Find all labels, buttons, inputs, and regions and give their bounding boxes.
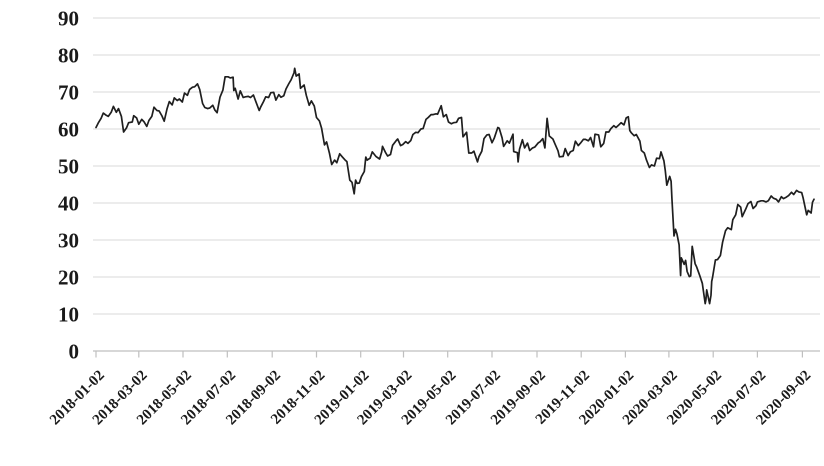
- x-axis: 2018-01-022018-03-022018-05-022018-07-02…: [47, 351, 814, 428]
- y-axis-label: 90: [58, 7, 79, 31]
- y-axis-label: 80: [58, 44, 79, 68]
- price-line: [95, 67, 815, 305]
- gridlines: [93, 17, 820, 315]
- y-axis: 90 80 70 60 50 40 30 20 10 0: [58, 7, 79, 364]
- y-axis-label: 10: [58, 303, 79, 327]
- y-axis-label: 40: [58, 192, 79, 216]
- y-axis-label: 50: [58, 155, 79, 179]
- y-axis-label: 30: [58, 229, 79, 253]
- y-axis-label: 20: [58, 266, 79, 290]
- y-axis-label: 60: [58, 118, 79, 142]
- y-axis-label: 70: [58, 81, 79, 105]
- y-axis-label: 0: [69, 340, 80, 364]
